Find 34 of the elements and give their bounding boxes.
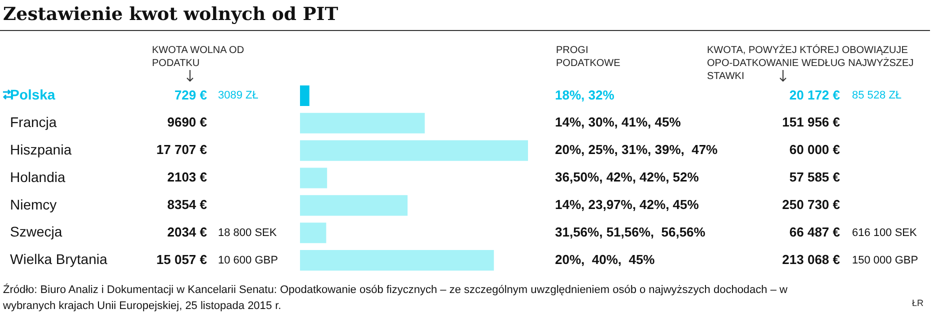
bar [300,168,328,188]
data-label: 2034 € [167,224,207,240]
bar [300,195,408,216]
text: 3089 ZŁ 18%, 32% 20 172 € 85 528 ZŁ [218,87,902,102]
text: 10 600 GBP 20%, 40%, 45% 213 068 € 150 000 GBP [218,252,918,267]
chart-title: Zestawienie kwot wolnych od PIT [3,4,338,25]
y-tick-label: Francja [10,114,57,130]
text: 20%, 25%, 31%, 39%, 47% 60 000 € [555,142,840,158]
text: KWOTA, POWYŻEJ KTÓREJ OBOWIĄZUJE OPO-DATKOWANIE WEDŁUG NAJWYŻSZEJ STAWKI [707,44,915,83]
bar [300,140,528,161]
text: 14%, 23,97%, 42%, 45% 250 730 € [555,197,840,212]
bar [300,250,494,271]
data-label: 2103 € [167,170,207,185]
text: Źródło: Biuro Analiz i Dokumentacji w Kancelarii Senatu: Opodatkowanie osób fizycznych – ze szczególnym uwzględnieniem osób o najwyższych dochodach – w wybranych krajach Unii Europejskiej, 25 listopada 2015 r. [3,282,788,314]
bar [300,112,425,134]
data-label: 729 € [174,87,207,102]
y-tick-label: Hiszpania [10,141,72,158]
y-tick-label: Szwecja [10,224,62,240]
data-label: 9690 € [167,114,207,130]
text: 36,50%, 42%, 42%, 52% 57 585 € [555,170,840,185]
text: 14%, 30%, 41%, 45% 151 956 € [555,114,840,130]
y-tick-label: Polska [10,86,56,103]
bar [300,222,326,244]
text: PROGI PODATKOWE [556,44,622,70]
data-label: 15 057 € [156,252,207,267]
data-label: 17 707 € [156,142,207,158]
text: 18 800 SEK 31,56%, 51,56%, 56,56% 66 487 € 616 100 SEK [218,224,917,240]
bar [300,85,310,106]
text: ŁR [912,298,924,308]
y-tick-label: Holandia [10,168,66,185]
y-tick-label: Wielka Brytania [10,251,108,268]
data-label: 8354 € [167,197,207,212]
x-axis-title: KWOTA WOLNA OD PODATKU [152,44,246,70]
y-tick-label: Niemcy [10,196,57,212]
